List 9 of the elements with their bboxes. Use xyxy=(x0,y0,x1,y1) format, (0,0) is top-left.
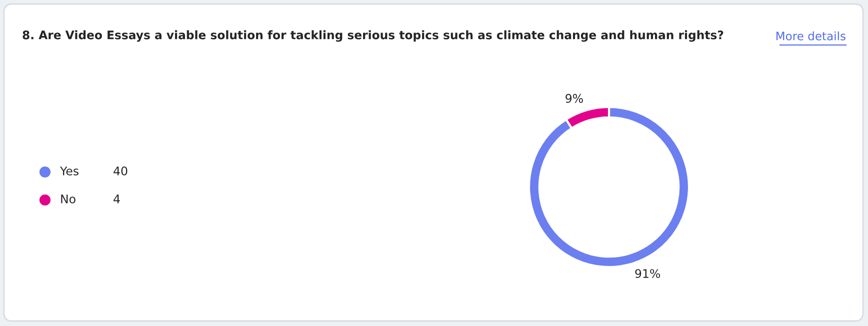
text: 4 xyxy=(114,194,120,204)
data-label: 9% xyxy=(566,94,583,103)
data-label: 91% xyxy=(635,269,660,278)
text: More details xyxy=(776,31,846,40)
legend-label: Yes xyxy=(60,166,78,176)
text: 40 xyxy=(114,166,128,176)
donut-slice xyxy=(528,106,690,268)
legend-label: No xyxy=(61,194,76,204)
chart-title: 8. Are Video Essays a viable solution for tackling serious topics such as climate change and human rights? xyxy=(22,30,724,42)
